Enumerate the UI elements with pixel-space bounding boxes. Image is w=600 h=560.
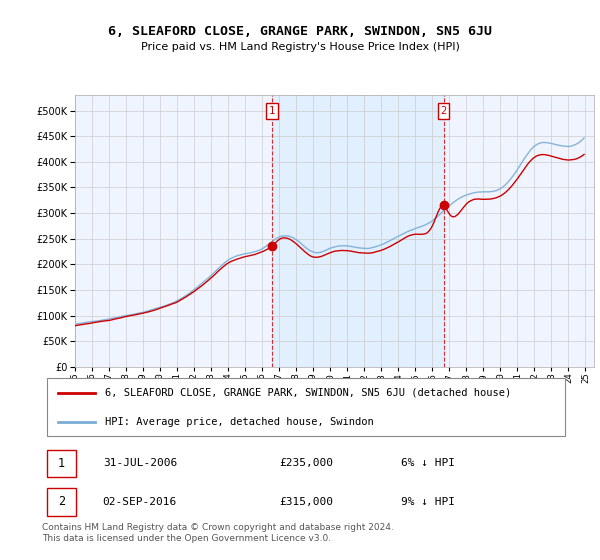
Text: Price paid vs. HM Land Registry's House Price Index (HPI): Price paid vs. HM Land Registry's House … bbox=[140, 42, 460, 52]
Text: HPI: Average price, detached house, Swindon: HPI: Average price, detached house, Swin… bbox=[106, 417, 374, 427]
FancyBboxPatch shape bbox=[47, 450, 76, 477]
Text: 2: 2 bbox=[440, 106, 447, 116]
Text: 02-SEP-2016: 02-SEP-2016 bbox=[103, 497, 177, 507]
Text: 6% ↓ HPI: 6% ↓ HPI bbox=[401, 458, 455, 468]
Text: 2: 2 bbox=[58, 496, 65, 508]
FancyBboxPatch shape bbox=[47, 379, 565, 436]
FancyBboxPatch shape bbox=[47, 488, 76, 516]
Bar bbox=[272, 95, 444, 367]
Text: 1: 1 bbox=[58, 457, 65, 470]
Text: 1: 1 bbox=[269, 106, 275, 116]
Text: 6, SLEAFORD CLOSE, GRANGE PARK, SWINDON, SN5 6JU: 6, SLEAFORD CLOSE, GRANGE PARK, SWINDON,… bbox=[108, 25, 492, 38]
Text: £315,000: £315,000 bbox=[280, 497, 334, 507]
Text: 31-JUL-2006: 31-JUL-2006 bbox=[103, 458, 177, 468]
Text: 9% ↓ HPI: 9% ↓ HPI bbox=[401, 497, 455, 507]
Text: 6, SLEAFORD CLOSE, GRANGE PARK, SWINDON, SN5 6JU (detached house): 6, SLEAFORD CLOSE, GRANGE PARK, SWINDON,… bbox=[106, 388, 512, 398]
Text: Contains HM Land Registry data © Crown copyright and database right 2024.
This d: Contains HM Land Registry data © Crown c… bbox=[42, 522, 394, 543]
Text: £235,000: £235,000 bbox=[280, 458, 334, 468]
